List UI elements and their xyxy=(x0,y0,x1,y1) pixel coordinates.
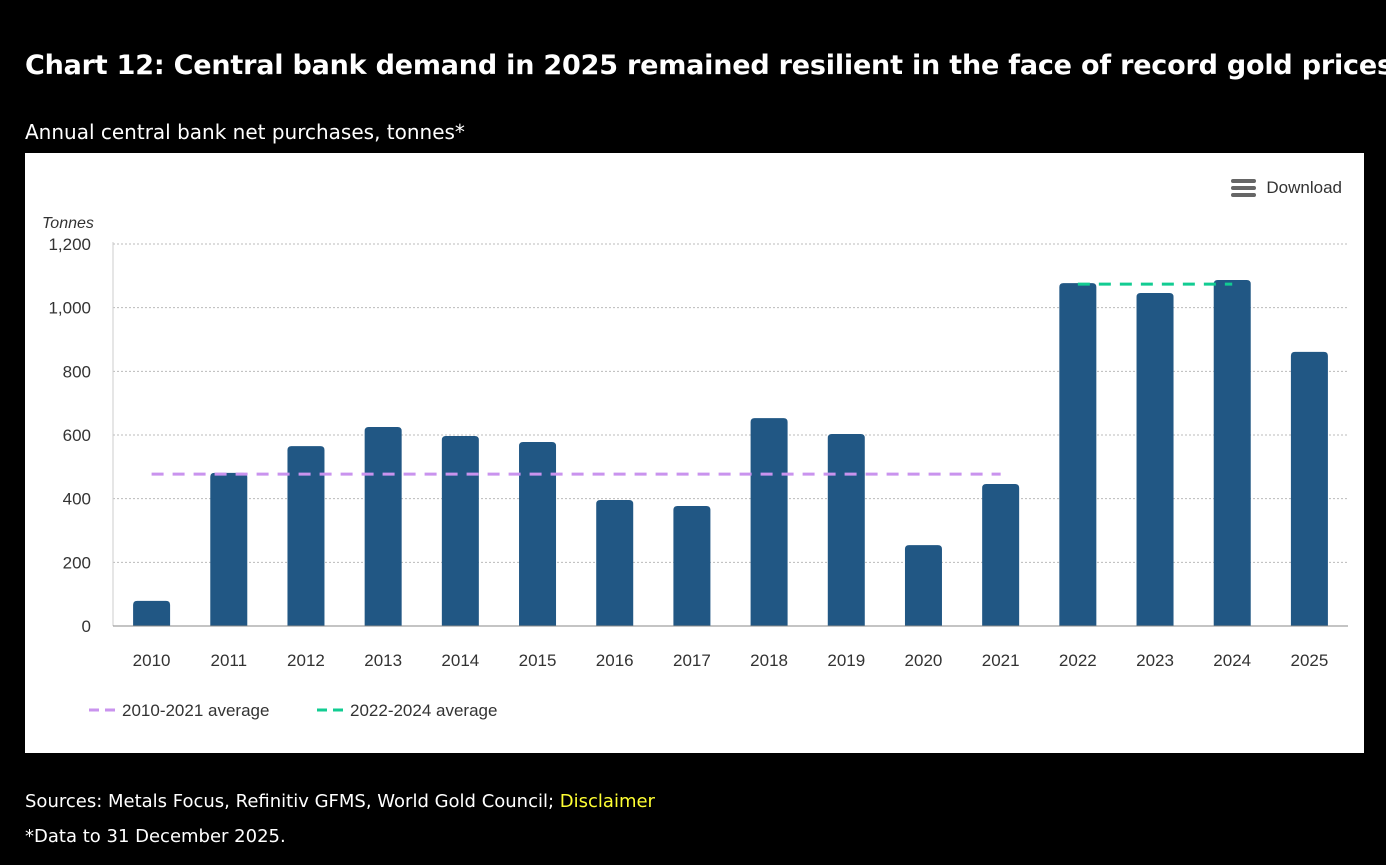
x-tick-label: 2023 xyxy=(1136,651,1174,670)
bar-2022 xyxy=(1059,283,1097,626)
data-note: *Data to 31 December 2025. xyxy=(25,826,286,847)
x-tick-label: 2011 xyxy=(211,651,248,670)
bar-2014 xyxy=(441,435,479,626)
x-tick-label: 2014 xyxy=(441,651,479,670)
bar-2023 xyxy=(1136,293,1174,626)
y-tick-label: 1,200 xyxy=(48,235,91,254)
bar-2024 xyxy=(1213,279,1251,626)
y-tick-label: 600 xyxy=(63,426,91,445)
bar-2016 xyxy=(596,499,634,626)
bar-2017 xyxy=(673,505,711,626)
bar-2010 xyxy=(133,600,171,626)
bar-2018 xyxy=(750,418,788,626)
legend-item-1: 2010-2021 average xyxy=(122,701,269,720)
legend-item-2: 2022-2024 average xyxy=(350,701,497,720)
download-label: Download xyxy=(1266,178,1342,197)
hamburger-menu-icon xyxy=(1231,179,1257,197)
sources-label: Sources: Metals Focus, Refinitiv GFMS, W… xyxy=(25,791,560,812)
download-button[interactable]: Download xyxy=(1231,178,1342,198)
chart-panel: Tonnes 0 200 400 600 800 1,000 1,200 2010 2011 201… xyxy=(25,153,1364,753)
y-tick-label: 1,000 xyxy=(48,299,91,318)
bar-2015 xyxy=(519,442,557,626)
x-tick-label: 2017 xyxy=(673,651,711,670)
x-tick-label: 2021 xyxy=(982,651,1020,670)
y-tick-label: 200 xyxy=(63,553,91,572)
y-tick-label: 400 xyxy=(63,490,91,509)
x-tick-label: 2010 xyxy=(133,651,171,670)
x-tick-label: 2019 xyxy=(827,651,865,670)
bar-chart: Tonnes 0 200 400 600 800 1,000 1,200 2010 2011 201… xyxy=(42,215,1348,720)
x-tick-label: 2020 xyxy=(905,651,943,670)
bar-2013 xyxy=(364,427,402,626)
sources-text: Sources: Metals Focus, Refinitiv GFMS, W… xyxy=(25,791,655,812)
y-tick-label: 0 xyxy=(82,617,91,636)
x-tick-label: 2025 xyxy=(1290,651,1328,670)
x-tick-label: 2016 xyxy=(596,651,634,670)
chart-subtitle: Annual central bank net purchases, tonne… xyxy=(25,120,465,144)
x-tick-label: 2022 xyxy=(1059,651,1097,670)
x-tick-label: 2013 xyxy=(364,651,402,670)
y-tick-label: 800 xyxy=(63,362,91,381)
x-tick-label: 2015 xyxy=(519,651,557,670)
bar-2011 xyxy=(210,472,248,626)
bar-2020 xyxy=(904,545,942,626)
bar-2025 xyxy=(1290,351,1328,626)
x-tick-label: 2012 xyxy=(287,651,325,670)
bar-2012 xyxy=(287,446,325,626)
disclaimer-link[interactable]: Disclaimer xyxy=(559,791,655,812)
x-tick-label: 2024 xyxy=(1213,651,1251,670)
y-axis-title: Tonnes xyxy=(42,215,94,232)
x-tick-label: 2018 xyxy=(750,651,788,670)
bar-2019 xyxy=(827,434,865,626)
chart-title: Chart 12: Central bank demand in 2025 re… xyxy=(25,50,1386,81)
bar-2021 xyxy=(982,484,1020,626)
